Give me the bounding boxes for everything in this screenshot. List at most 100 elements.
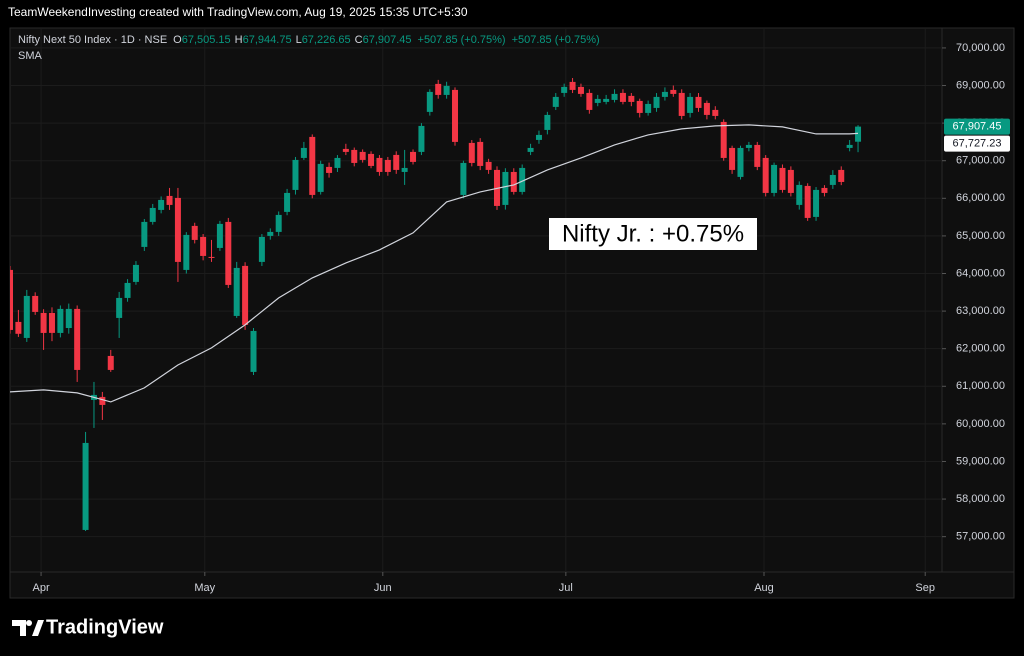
y-tick-label: 62,000.00 — [956, 343, 1005, 355]
candle-body — [99, 396, 106, 405]
candle-body — [107, 355, 114, 370]
header: TeamWeekendInvesting created with Tradin… — [8, 5, 468, 19]
candle-body — [535, 134, 542, 140]
logo-mark — [12, 620, 26, 636]
candle-body — [569, 81, 576, 90]
candle-body — [829, 174, 836, 185]
candle-body — [745, 144, 752, 148]
y-tick-label: 69,000.00 — [956, 79, 1005, 91]
candle-body — [317, 163, 324, 192]
candle-body — [821, 187, 828, 193]
candle-body — [124, 282, 131, 298]
candle-body — [603, 98, 610, 102]
candle-body — [32, 295, 39, 312]
ohlc-key: L — [296, 34, 302, 46]
ohlc-key: O — [173, 34, 182, 46]
candle-body — [250, 330, 257, 372]
candle-body — [141, 221, 148, 247]
candle-body — [804, 185, 811, 218]
legend: Nifty Next 50 Index · 1D · NSE O67,505.15… — [18, 34, 600, 46]
candle-body — [74, 308, 81, 370]
candle-body — [23, 295, 30, 338]
candle-body — [401, 167, 408, 172]
candle-body — [258, 236, 265, 262]
candle-body — [267, 231, 274, 236]
candle-body — [292, 159, 299, 190]
y-tick-label: 64,000.00 — [956, 267, 1005, 279]
candle-body — [561, 86, 568, 93]
candle-body — [183, 234, 190, 270]
candle-body — [737, 147, 744, 177]
candle-body — [670, 89, 677, 94]
candle-body — [351, 149, 358, 163]
x-tick-label: Sep — [915, 582, 935, 594]
candle-body — [166, 195, 173, 205]
candle-body — [82, 442, 89, 530]
candle-body — [48, 312, 55, 333]
ohlc-value: 67,907.45 — [363, 34, 412, 46]
annotation: Nifty Jr. : +0.75% — [562, 220, 744, 247]
candle-body — [485, 161, 492, 170]
candle-body — [762, 157, 769, 193]
candle-body — [687, 96, 694, 113]
candle-body — [200, 236, 207, 256]
candle-body — [410, 151, 417, 162]
candle-body — [359, 151, 366, 160]
footer-brand: TradingView — [46, 616, 164, 638]
candle-body — [477, 141, 484, 166]
candle-body — [527, 147, 534, 152]
candle-body — [435, 83, 442, 95]
candle-body — [661, 91, 668, 97]
candle-body — [191, 225, 198, 240]
sma-label: SMA — [18, 50, 43, 62]
candle-body — [225, 221, 232, 285]
annotation-box — [549, 218, 757, 250]
candle-body — [771, 164, 778, 193]
ohlc-key: C — [355, 34, 363, 46]
candle-body — [426, 91, 433, 112]
candle-body — [510, 171, 517, 192]
y-tick-label: 60,000.00 — [956, 418, 1005, 430]
candle-body — [838, 169, 845, 182]
candle-body — [796, 184, 803, 205]
candle-body — [502, 171, 509, 205]
candle-body — [15, 321, 22, 334]
candle-body — [300, 147, 307, 158]
chart-frame — [9, 27, 1015, 599]
x-tick-label: May — [194, 582, 215, 594]
candle-body — [376, 157, 383, 172]
candle-body — [460, 162, 467, 195]
candle-body — [678, 92, 685, 116]
y-tick-label: 67,000.00 — [956, 155, 1005, 167]
candle-body — [586, 92, 593, 110]
candle-body — [149, 207, 156, 222]
candle-body — [65, 308, 72, 329]
candle-body — [544, 114, 551, 130]
candle-body — [611, 93, 618, 100]
grid — [10, 28, 942, 572]
candle-body — [326, 166, 333, 173]
logo-mark — [32, 620, 44, 636]
candle-body — [577, 86, 584, 94]
candle-body — [636, 100, 643, 113]
candle-body — [368, 153, 375, 166]
symbol: Nifty Next 50 Index · 1D · NSE — [18, 34, 167, 46]
plot — [10, 78, 862, 532]
candle-body — [703, 102, 710, 115]
y-tick-label: 70,000.00 — [956, 42, 1005, 54]
candle-body — [334, 157, 341, 168]
y-tick-label: 58,000.00 — [956, 493, 1005, 505]
x-tick-label: Jul — [559, 582, 573, 594]
candle-body — [10, 269, 13, 330]
candle-body — [393, 154, 400, 170]
y-tick-label: 57,000.00 — [956, 531, 1005, 543]
change: +507.85 (+0.75%) — [418, 34, 506, 46]
last-price-label: 67,907.45 — [953, 121, 1002, 133]
candle-body — [384, 159, 391, 172]
ohlc-value: 67,505.15 — [182, 34, 231, 46]
last-price-tag — [944, 118, 1010, 135]
x-tick-label: Aug — [754, 582, 774, 594]
candle-body — [468, 142, 475, 163]
